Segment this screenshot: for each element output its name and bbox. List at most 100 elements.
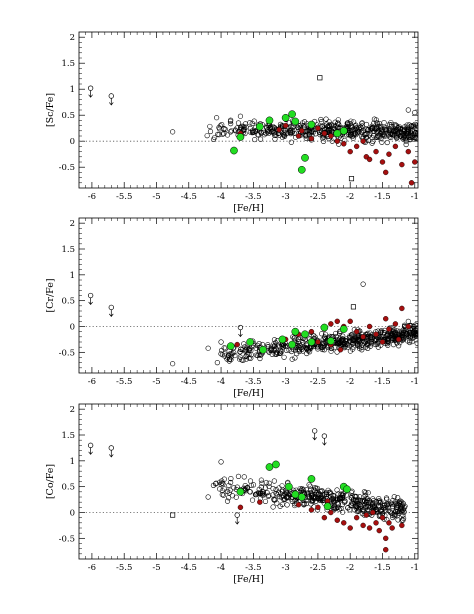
star-point [357, 502, 363, 508]
y-tick-label: 0 [70, 323, 75, 333]
star-point [265, 342, 271, 348]
star-point [228, 479, 234, 486]
star-point [350, 497, 356, 503]
star-point [405, 128, 411, 134]
star-point [273, 490, 279, 496]
star-point [271, 478, 277, 484]
star-point [414, 133, 418, 139]
star-point [365, 330, 371, 336]
x-tick-label: -2.5 [310, 563, 326, 573]
star-point [332, 119, 338, 125]
star-point [288, 139, 294, 145]
star-point [331, 506, 337, 513]
star-point [353, 505, 359, 511]
star-point [405, 318, 411, 324]
star-point [287, 129, 293, 136]
star-point [384, 139, 390, 146]
star-point [390, 497, 396, 504]
star-point [308, 498, 314, 504]
red-star-point [308, 507, 315, 513]
y-axis-label: [Sc/Fe] [45, 93, 56, 127]
green-star-point [285, 482, 293, 491]
star-point [266, 483, 272, 489]
red-star-point [337, 347, 344, 353]
red-star-point [408, 180, 415, 186]
star-point [205, 494, 211, 500]
star-point [308, 495, 314, 501]
x-tick-label: -4 [217, 192, 225, 202]
star-point [363, 495, 369, 502]
star-point [396, 343, 402, 349]
star-point [234, 484, 240, 490]
x-tick-label: -2 [346, 192, 354, 202]
star-point [413, 135, 418, 141]
upper-limit-arrow [322, 438, 327, 446]
star-point [352, 494, 358, 500]
co-fe-points [87, 428, 408, 553]
y-tick-label: -0.5 [59, 534, 75, 544]
star-point [303, 135, 309, 141]
x-tick-label: -3 [281, 377, 289, 387]
star-point [351, 333, 358, 339]
star-point [273, 340, 279, 346]
x-tick-label: -4 [217, 377, 225, 387]
star-point [256, 351, 262, 358]
star-point [261, 129, 267, 135]
star-point [262, 485, 269, 491]
star-point [401, 336, 407, 342]
x-tick-label: -1.5 [374, 563, 390, 573]
red-star-point [321, 130, 328, 137]
x-tick-label: -4 [217, 563, 225, 573]
star-point [395, 124, 401, 131]
star-point [389, 501, 395, 507]
star-point [337, 330, 343, 336]
upper-limit-arrow [88, 447, 93, 455]
star-point [224, 132, 231, 138]
star-point [342, 344, 348, 350]
star-point [254, 490, 260, 497]
y-tick-label: 0.5 [61, 297, 75, 307]
green-star-point [236, 487, 245, 496]
star-point [217, 123, 223, 129]
star-point [401, 134, 407, 140]
star-point [333, 123, 339, 129]
star-point [344, 120, 350, 127]
star-point [204, 133, 210, 139]
red-star-point [328, 133, 334, 139]
star-point [411, 329, 417, 336]
star-point [220, 131, 226, 137]
star-point [276, 494, 282, 500]
star-point [244, 485, 250, 491]
star-point [329, 128, 335, 134]
star-point [218, 339, 224, 345]
star-point [241, 341, 247, 347]
red-star-point [366, 156, 373, 163]
x-tick-label: -4.5 [181, 377, 197, 387]
star-point [243, 486, 249, 492]
star-point [225, 495, 232, 501]
upper-limit-point [321, 433, 328, 439]
star-point [312, 334, 318, 340]
star-point [368, 126, 375, 132]
star-point [219, 480, 225, 486]
star-point [332, 330, 339, 337]
x-tick-label: -5 [152, 563, 160, 573]
star-point [414, 340, 418, 346]
square-point [350, 304, 356, 310]
red-star-point [379, 159, 386, 165]
upper-limit-arrow [109, 309, 114, 317]
green-star-point [297, 493, 306, 501]
y-tick-label: 2 [70, 33, 75, 43]
upper-limit-point [237, 324, 244, 331]
x-tick-label: -4.5 [181, 192, 197, 202]
star-point [394, 134, 400, 141]
star-point [401, 328, 408, 334]
star-point [349, 500, 355, 506]
star-point [218, 459, 224, 465]
star-point [212, 134, 218, 141]
star-point [240, 347, 246, 353]
red-star-point [257, 499, 263, 505]
star-point [270, 486, 276, 492]
star-point [392, 512, 399, 518]
star-point [378, 329, 384, 335]
